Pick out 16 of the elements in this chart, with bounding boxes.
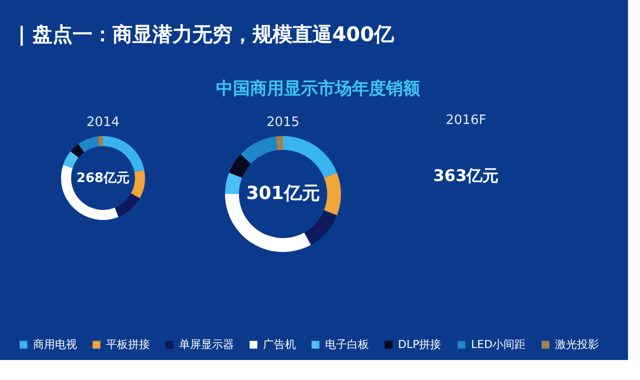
text: 中国商用显示市场年度销额 <box>216 79 421 99</box>
slice-label: 2014 <box>86 115 120 130</box>
legend-label: 平板拼接 <box>106 338 150 351</box>
legend-label: 商用电视 <box>33 338 77 351</box>
legend-label: 单屏显示器 <box>179 338 234 351</box>
legend-label: 广告机 <box>263 338 296 351</box>
text: | 盘点一：商显潜力无穷，规模直逼400亿 <box>18 22 396 46</box>
slice-label: 2015 <box>266 115 300 130</box>
legend-label: 激光投影 <box>555 338 599 351</box>
text: 2016F <box>446 113 486 128</box>
text: 268亿元 <box>76 171 130 186</box>
legend-label: LED小间距 <box>471 338 526 351</box>
legend-label: 电子白板 <box>325 338 369 351</box>
legend-label: DLP拼接 <box>398 338 442 351</box>
text: 301亿元 <box>246 183 320 204</box>
text: 363亿元 <box>433 166 499 185</box>
